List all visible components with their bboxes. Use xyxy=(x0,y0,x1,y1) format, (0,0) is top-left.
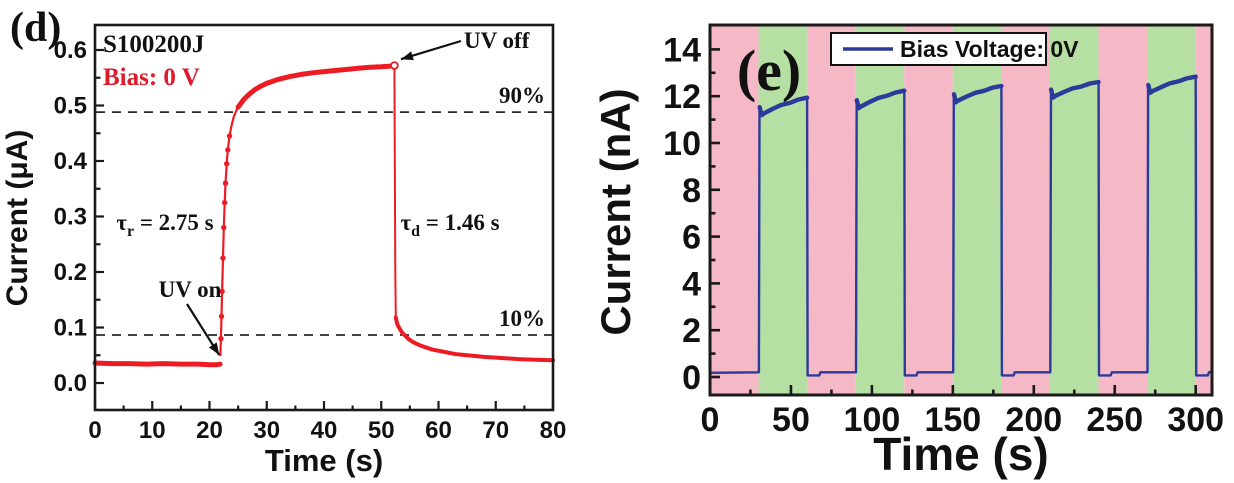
rise-marker xyxy=(220,255,226,261)
uv-off-band xyxy=(1098,26,1148,394)
x-tick-label: 50 xyxy=(368,417,395,444)
chart-d-ylabel: Current (μA) xyxy=(1,130,34,307)
y-tick-label: 0.6 xyxy=(54,37,87,64)
panel-label-d: (d) xyxy=(10,5,62,51)
pulse-plateau xyxy=(1146,74,1198,96)
y-tick-label: 0.3 xyxy=(54,204,87,231)
chart-e-frame xyxy=(708,23,1214,397)
chart-d-series xyxy=(92,61,555,368)
series-segment-baseline xyxy=(92,360,223,368)
x-tick-label: 70 xyxy=(482,417,509,444)
x-tick-label: 20 xyxy=(196,417,223,444)
x-tick-label: 0 xyxy=(701,401,720,439)
y-tick-label: 0.5 xyxy=(54,93,87,120)
y-tick-label: 0.2 xyxy=(54,259,87,286)
uv-off-band xyxy=(807,26,856,394)
rise-marker xyxy=(221,224,227,231)
chart-d-reference-lines: 90% 10% xyxy=(96,83,552,336)
x-tick-label: 40 xyxy=(311,417,338,444)
chart-e-ylabel: Current (nA) xyxy=(592,88,639,335)
uv-off-band xyxy=(1001,26,1050,394)
uv-on-band xyxy=(952,26,1002,394)
chart-e-legend: Bias Voltage: 0V xyxy=(830,32,1079,66)
y-tick-label: 0.4 xyxy=(54,148,88,175)
bias-label: Bias: 0 V xyxy=(103,64,200,91)
series-segment-fall xyxy=(393,64,397,319)
chart-e-axes xyxy=(708,48,1197,395)
pulse-plateau xyxy=(1048,79,1101,100)
y-tick-label: 4 xyxy=(682,265,701,303)
rise-marker xyxy=(218,313,225,320)
y-tick-label: 12 xyxy=(663,78,701,116)
chart-e: 0 50 100 150 200 250 300 0 2 4 6 8 10 12 14 Time (s) Cur… xyxy=(592,23,1224,480)
legend-label: Bias Voltage: 0V xyxy=(900,36,1079,62)
panel-label-e: (e) xyxy=(737,38,801,103)
series-segment-decay xyxy=(393,315,555,363)
pulse-plateau xyxy=(757,95,810,118)
y-tick-label: 14 xyxy=(663,31,701,69)
x-tick-label: 10 xyxy=(139,417,166,444)
x-tick-label: 250 xyxy=(1086,401,1143,439)
pulse-plateau xyxy=(854,88,907,111)
x-tick-label: 150 xyxy=(924,401,981,439)
chart-d-annotations: UV off UV on τr = 2.75 s τd = 1.46 s xyxy=(116,28,530,356)
rise-marker xyxy=(221,199,228,206)
y-tick-label: 2 xyxy=(682,312,701,350)
rise-marker xyxy=(226,133,233,139)
uv-off-label: UV off xyxy=(464,28,530,53)
tau-rise-label: τr = 2.75 s xyxy=(116,210,213,240)
sample-label: S100200J xyxy=(103,31,204,58)
reference-line-label: 10% xyxy=(499,306,545,331)
chart-d-axes xyxy=(93,48,555,410)
x-tick-label: 300 xyxy=(1167,401,1224,439)
rise-marker xyxy=(225,147,231,153)
chart-e-tick-labels: 0 50 100 150 200 250 300 0 2 4 6 8 10 12 14 xyxy=(663,31,1224,439)
uv-on-label: UV on xyxy=(159,277,222,302)
chart-e-series xyxy=(708,74,1214,377)
pulse-plateau xyxy=(951,83,1004,105)
tau-decay-label: τd = 1.46 s xyxy=(400,210,499,240)
chart-e-uv-bands xyxy=(710,26,1212,394)
reference-line-label: 90% xyxy=(499,83,545,108)
series-segment-plateau xyxy=(235,63,397,110)
y-tick-label: 8 xyxy=(682,172,701,210)
y-tick-label: 0 xyxy=(682,359,701,397)
rise-marker xyxy=(218,335,224,342)
rise-marker xyxy=(222,180,229,186)
peak-marker xyxy=(390,61,399,70)
x-tick-label: 0 xyxy=(88,417,101,444)
chart-e-xlabel: Time (s) xyxy=(873,428,1049,480)
x-tick-label: 50 xyxy=(772,401,810,439)
rise-marker xyxy=(223,161,230,167)
uv-off-band xyxy=(710,26,759,394)
rise-marker xyxy=(219,288,225,295)
uv-on-band xyxy=(758,26,808,394)
chart-d: 90% 10% 0 10 20 30 40 50 60 70 80 0.0 0.1 0.2 0.3 0.4 0.… xyxy=(1,23,567,478)
x-tick-label: 30 xyxy=(253,417,280,444)
x-tick-label: 100 xyxy=(844,401,901,439)
uv-on-band xyxy=(855,26,905,394)
chart-d-xlabel: Time (s) xyxy=(265,443,383,478)
y-tick-label: 0.0 xyxy=(54,370,87,397)
y-tick-label: 6 xyxy=(682,219,701,257)
chart-d-tick-labels: 0 10 20 30 40 50 60 70 80 0.0 0.1 0.2 0.3 0.4 0.5 0.6 xyxy=(54,37,567,444)
uv-off-band xyxy=(1195,26,1212,394)
x-tick-label: 80 xyxy=(540,417,567,444)
y-tick-label: 10 xyxy=(663,125,701,163)
x-tick-label: 60 xyxy=(425,417,452,444)
y-tick-label: 0.1 xyxy=(54,315,87,342)
uv-off-band xyxy=(904,26,953,394)
x-tick-label: 200 xyxy=(1005,401,1062,439)
